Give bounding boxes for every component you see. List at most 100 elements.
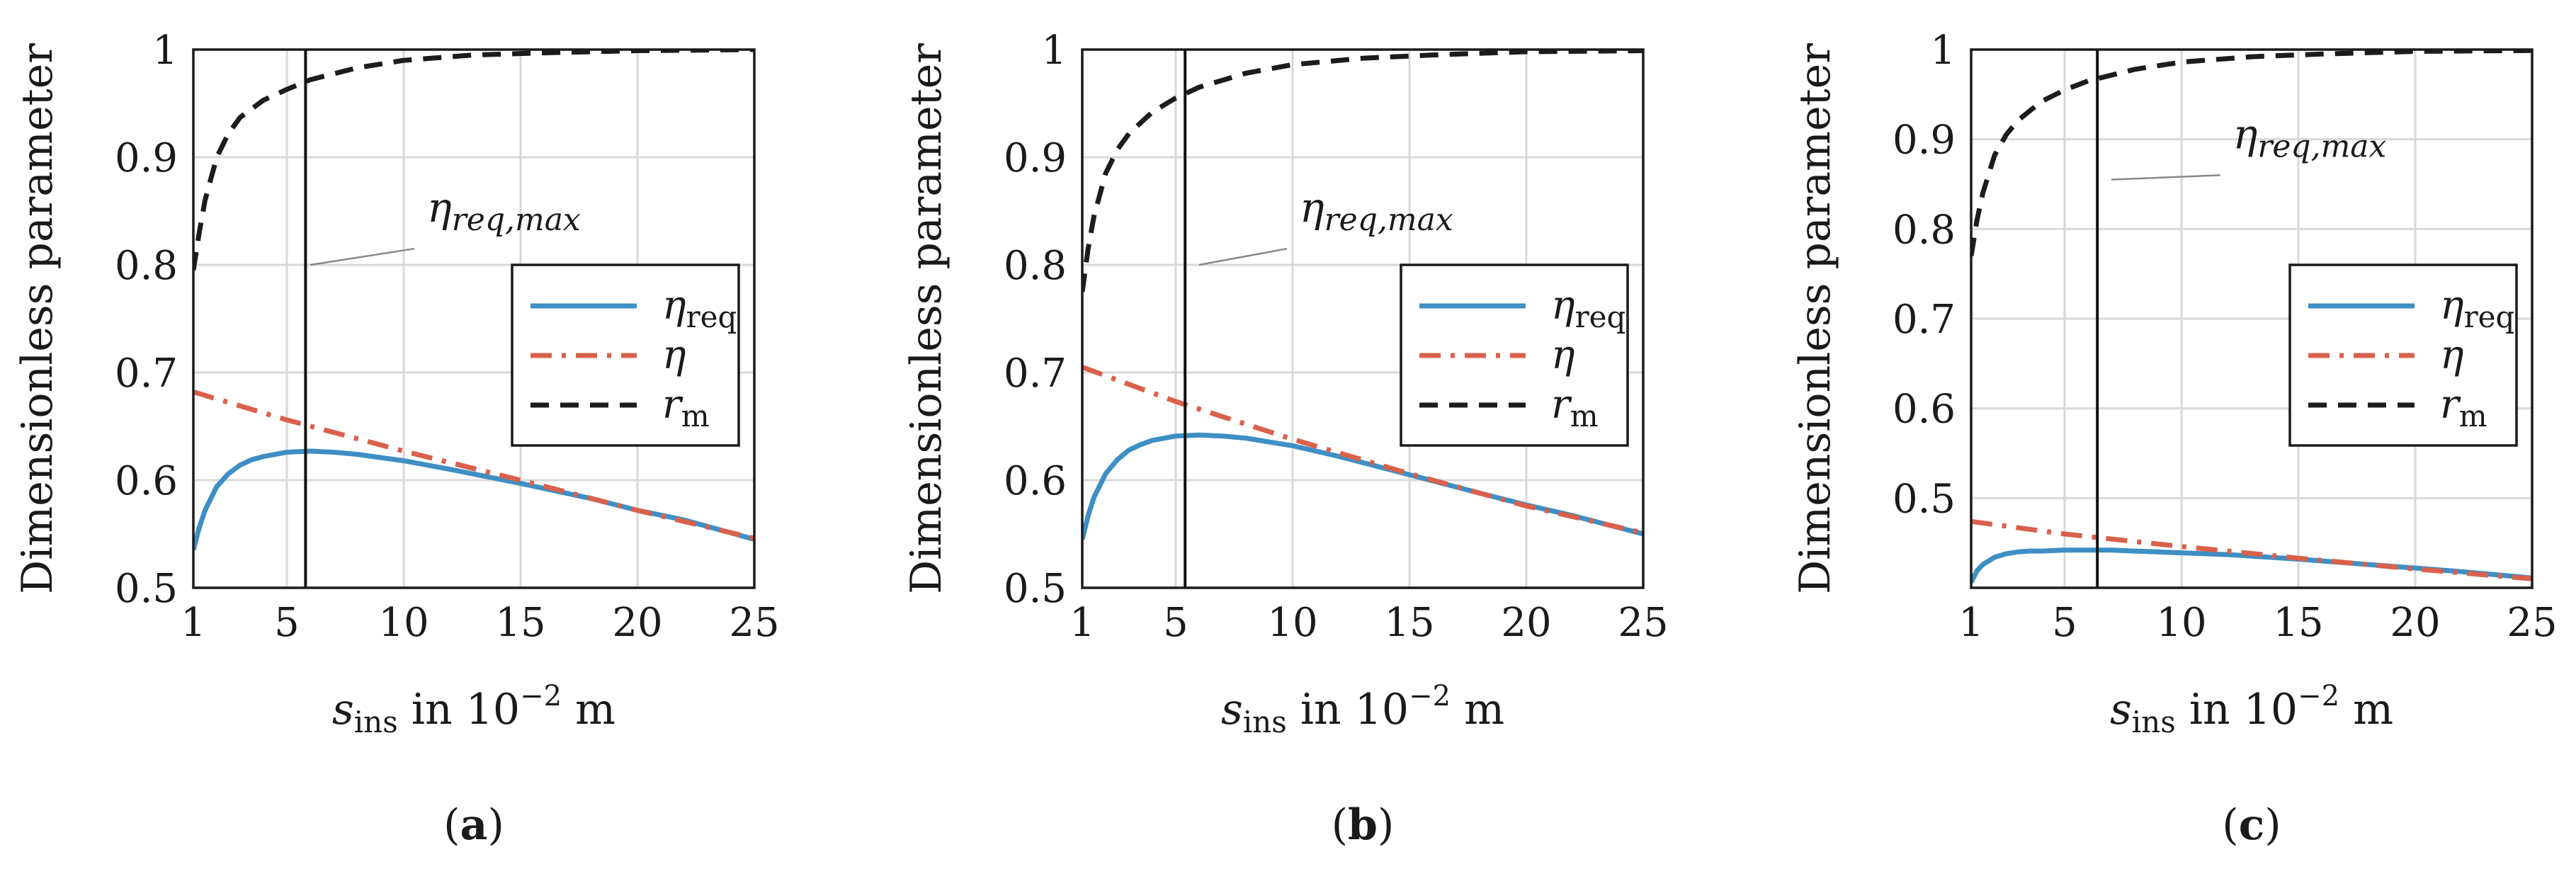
panel-label: (c) <box>2222 800 2281 850</box>
y-tick-label: 0.8 <box>1004 243 1067 289</box>
y-tick-label: 1 <box>1041 28 1067 74</box>
x-tick-label: 5 <box>274 600 300 646</box>
series-line-eta_req <box>1082 432 1643 540</box>
x-tick-label: 15 <box>2273 600 2323 646</box>
y-tick-label: 0.9 <box>1004 135 1067 181</box>
annotation-leader <box>2111 174 2220 181</box>
x-tick-label: 15 <box>495 600 545 646</box>
chart-panel-b: 1 5 10 15 20 250.50.60.70.80.91Dimensionless … <box>902 28 1669 850</box>
x-tick-label: 15 <box>1384 600 1434 646</box>
x-tick-label: 20 <box>1501 600 1551 646</box>
x-tick-label: 1 <box>1069 600 1095 646</box>
x-tick-label: 5 <box>1163 600 1188 646</box>
legend-sub: req <box>2464 300 2515 334</box>
x-tick-label: 5 <box>2052 600 2077 646</box>
x-axis-unit: m <box>1451 685 1504 734</box>
x-tick-label: 25 <box>2507 600 2557 646</box>
x-tick-label: 10 <box>378 600 429 646</box>
y-tick-label: 0.8 <box>1893 207 1956 253</box>
y-axis-title: Dimensionless parameter <box>902 43 951 594</box>
series-group <box>193 50 754 551</box>
y-tick-label: 1 <box>152 28 178 74</box>
panel-label: (a) <box>443 800 504 850</box>
legend-var: η <box>2440 283 2464 329</box>
y-tick-label: 0.7 <box>115 351 178 397</box>
y-tick-label: 0.9 <box>115 135 178 181</box>
legend-sub: m <box>2459 399 2487 433</box>
annotation-leader <box>1198 247 1288 266</box>
legend-label-eta_req: ηreq <box>2440 283 2514 334</box>
x-tick-label: 10 <box>1267 600 1317 646</box>
x-axis-unit: m <box>562 685 615 734</box>
annotation-label: ηreq,max <box>427 183 581 238</box>
x-axis-mid: in 10 <box>1287 685 1409 734</box>
legend-label-eta: η <box>662 332 686 378</box>
x-axis-var: s <box>332 685 354 734</box>
series-line-r_m <box>1971 50 2532 256</box>
series-line-r_m <box>193 50 754 271</box>
x-axis-unit: m <box>2339 685 2393 734</box>
plot-frame <box>192 48 756 589</box>
annotation-var: η <box>2233 110 2258 158</box>
legend-var: η <box>1551 332 1575 378</box>
annotation-var: η <box>1300 183 1324 232</box>
series-line-r_m <box>1082 50 1643 292</box>
annotation-label: ηreq,max <box>2233 110 2387 164</box>
x-axis-exp: −2 <box>520 680 562 712</box>
x-tick-label: 1 <box>181 600 206 646</box>
y-axis-title: Dimensionless parameter <box>13 43 62 594</box>
y-tick-label: 1 <box>1930 28 1956 74</box>
chart-panel-c: 1 5 10 15 20 250.50.60.70.80.91Dimensionless … <box>1791 28 2558 850</box>
legend-sub: m <box>681 399 710 433</box>
legend-label-eta: η <box>1551 332 1575 378</box>
series-line-eta <box>1082 365 1643 535</box>
series-line-eta_req <box>1971 547 2532 584</box>
x-tick-label: 25 <box>729 600 779 646</box>
plot-frame <box>1081 48 1645 589</box>
legend-label-eta_req: ηreq <box>662 283 737 334</box>
y-tick-label: 0.7 <box>1004 351 1067 397</box>
panel-letter: a <box>460 800 488 850</box>
panel-letter: c <box>2239 800 2265 850</box>
panel-label: (b) <box>1332 800 1395 850</box>
legend-var: η <box>2440 332 2464 378</box>
x-axis-title: sins in 10−2 m <box>1221 680 1504 739</box>
annotation-sub: req,max <box>452 202 581 238</box>
legend-sub: req <box>686 300 737 334</box>
y-tick-label: 0.7 <box>1893 297 1956 343</box>
x-axis-var: s <box>2110 685 2132 734</box>
series-line-eta <box>193 390 754 541</box>
series-line-eta_req <box>193 448 754 551</box>
y-tick-label: 0.8 <box>115 243 178 289</box>
x-axis-var: s <box>1221 685 1243 734</box>
x-tick-label: 20 <box>2390 600 2440 646</box>
legend-label-r_m: rm <box>1551 382 1599 433</box>
series-group <box>1082 50 1643 540</box>
legend-label-r_m: rm <box>662 382 710 433</box>
x-axis-mid: in 10 <box>2176 685 2298 734</box>
x-axis-sub: ins <box>354 705 398 739</box>
legend-var: r <box>2440 382 2461 428</box>
x-axis-title: sins in 10−2 m <box>2110 680 2393 739</box>
series-group <box>1971 50 2532 584</box>
legend-var: η <box>662 283 686 329</box>
plot-frame <box>1970 48 2534 589</box>
x-axis-sub: ins <box>1243 705 1287 739</box>
legend-var: r <box>1551 382 1572 428</box>
annotation-label: ηreq,max <box>1300 183 1453 238</box>
annotation-sub: req,max <box>2257 128 2386 164</box>
series-line-eta <box>1971 518 2532 581</box>
annotation-var: η <box>427 183 452 232</box>
legend-var: r <box>662 382 683 428</box>
y-axis-title: Dimensionless parameter <box>1791 43 1840 594</box>
x-axis-mid: in 10 <box>398 685 520 734</box>
annotation-sub: req,max <box>1324 202 1453 238</box>
x-tick-label: 25 <box>1618 600 1668 646</box>
chart-panel-a: 1 5 10 15 20 250.50.60.70.80.91Dimensionless … <box>13 28 780 850</box>
annotation-leader <box>310 247 415 266</box>
x-axis-exp: −2 <box>2298 680 2339 712</box>
x-axis-exp: −2 <box>1409 680 1451 712</box>
